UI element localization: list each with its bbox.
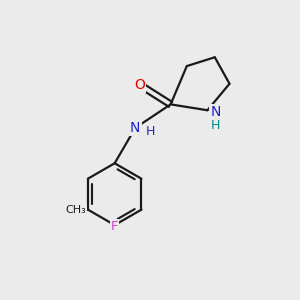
Text: H: H <box>146 125 155 138</box>
Text: CH₃: CH₃ <box>65 205 86 214</box>
Text: N: N <box>211 105 221 119</box>
Text: H: H <box>211 119 220 132</box>
Text: F: F <box>111 220 118 233</box>
Text: O: O <box>134 78 145 92</box>
Text: N: N <box>130 121 140 135</box>
